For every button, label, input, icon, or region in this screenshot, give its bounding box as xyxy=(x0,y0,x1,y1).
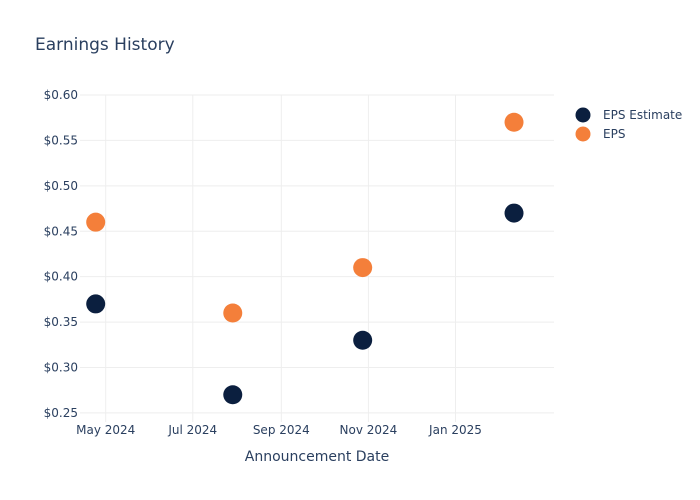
y-tick-label: $0.35 xyxy=(44,315,78,329)
point-eps[interactable] xyxy=(223,303,243,323)
data-points xyxy=(86,112,524,405)
x-tick-label: Jan 2025 xyxy=(428,423,482,437)
x-axis-title: Announcement Date xyxy=(245,449,389,465)
x-tick-label: Jul 2024 xyxy=(167,423,217,437)
legend[interactable]: EPS Estimate EPS xyxy=(575,107,683,142)
legend-marker xyxy=(575,126,591,142)
x-axis-ticks: May 2024 Jul 2024 Sep 2024 Nov 2024 Jan 2025 xyxy=(76,423,482,437)
y-tick-label: $0.60 xyxy=(44,88,78,102)
point-eps-estimate[interactable] xyxy=(223,385,243,405)
gridlines xyxy=(80,94,554,422)
legend-item-eps[interactable]: EPS xyxy=(575,126,626,142)
point-eps-estimate[interactable] xyxy=(86,294,106,314)
legend-label: EPS Estimate xyxy=(603,108,682,122)
point-eps[interactable] xyxy=(86,212,106,232)
y-tick-label: $0.25 xyxy=(44,406,78,420)
y-tick-label: $0.50 xyxy=(44,179,78,193)
x-tick-label: May 2024 xyxy=(76,423,135,437)
y-tick-label: $0.45 xyxy=(44,224,78,238)
legend-item-eps-estimate[interactable]: EPS Estimate xyxy=(575,107,683,123)
y-axis-ticks: $0.25 $0.30 $0.35 $0.40 $0.45 $0.50 $0.55 $0.60 xyxy=(44,88,78,420)
x-tick-label: Nov 2024 xyxy=(340,423,398,437)
point-eps-estimate[interactable] xyxy=(353,330,373,350)
y-tick-label: $0.40 xyxy=(44,270,78,284)
point-eps[interactable] xyxy=(504,112,524,132)
y-tick-label: $0.55 xyxy=(44,133,78,147)
legend-marker xyxy=(575,107,591,123)
legend-label: EPS xyxy=(603,127,625,141)
chart-title: Earnings History xyxy=(35,35,175,55)
x-tick-label: Sep 2024 xyxy=(253,423,310,437)
point-eps-estimate[interactable] xyxy=(504,203,524,223)
point-eps[interactable] xyxy=(353,258,373,278)
y-tick-label: $0.30 xyxy=(44,361,78,375)
